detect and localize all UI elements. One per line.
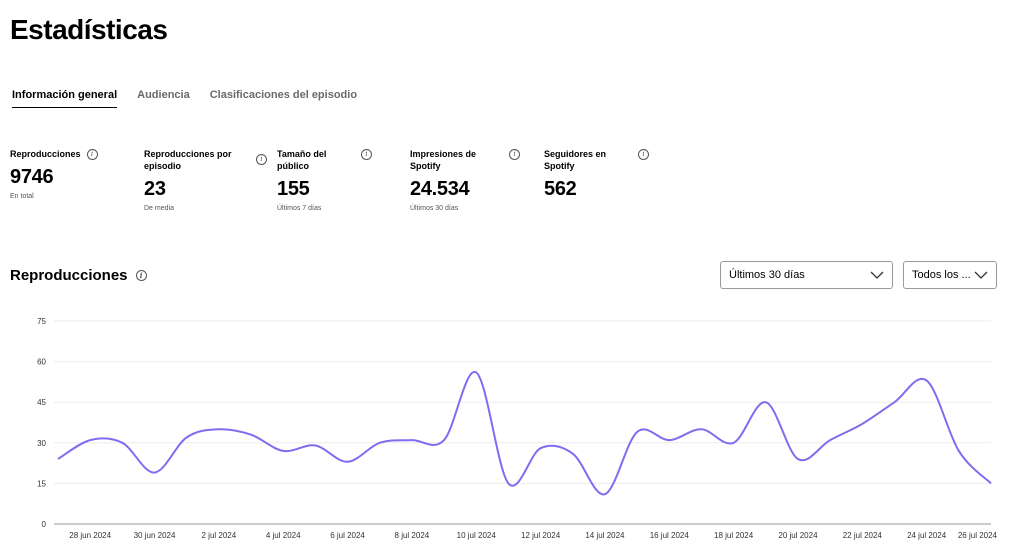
data-point[interactable] <box>764 400 768 404</box>
data-point[interactable] <box>892 400 896 404</box>
stat-reproducciones-por-episodio: Reproducciones por episodio i 23 De medi… <box>144 148 267 212</box>
data-point[interactable] <box>699 427 703 431</box>
data-point[interactable] <box>346 460 350 464</box>
stat-sub: En total <box>10 193 34 200</box>
data-point[interactable] <box>957 449 961 453</box>
tab-bar: Información general Audiencia Clasificac… <box>12 89 377 108</box>
x-tick-label: 22 jul 2024 <box>843 531 883 540</box>
x-tick-label: 10 jul 2024 <box>457 531 497 540</box>
stat-reproducciones: Reproducciones i 9746 En total <box>10 148 98 200</box>
series-line-reproducciones <box>57 371 992 496</box>
x-tick-label: 18 jul 2024 <box>714 531 754 540</box>
y-tick-label: 30 <box>37 439 46 448</box>
x-tick-label: 2 jul 2024 <box>202 531 237 540</box>
stat-sub: Últimos 7 días <box>277 205 322 212</box>
x-tick-label: 20 jul 2024 <box>778 531 818 540</box>
stat-sub: De media <box>144 205 174 212</box>
x-tick-label: 28 jun 2024 <box>69 531 111 540</box>
info-icon[interactable]: i <box>509 149 520 160</box>
data-point[interactable] <box>989 481 993 485</box>
data-point[interactable] <box>153 471 157 475</box>
stat-tamano-publico: Tamaño del público i 155 Últimos 7 días <box>277 148 372 212</box>
stat-label: Tamaño del público <box>277 149 327 171</box>
y-tick-label: 15 <box>37 479 46 488</box>
data-point[interactable] <box>860 422 864 426</box>
data-point[interactable] <box>506 481 510 485</box>
data-point[interactable] <box>313 444 317 448</box>
x-tick-label: 8 jul 2024 <box>395 531 430 540</box>
tab-clasificaciones-episodio[interactable]: Clasificaciones del episodio <box>209 89 358 101</box>
x-tick-label: 4 jul 2024 <box>266 531 301 540</box>
stat-label: Reproducciones por episodio <box>144 149 232 171</box>
stat-value: 562 <box>544 178 577 200</box>
info-icon[interactable]: i <box>638 149 649 160</box>
x-tick-label: 16 jul 2024 <box>650 531 690 540</box>
chevron-down-icon <box>974 271 988 279</box>
info-icon[interactable]: i <box>86 149 98 160</box>
stat-seguidores-spotify: Seguidores en Spotify i 562 <box>544 148 649 205</box>
x-tick-label: 24 jul 2024 <box>907 531 947 540</box>
data-point[interactable] <box>249 433 253 437</box>
data-point[interactable] <box>635 430 639 434</box>
data-point[interactable] <box>474 370 478 374</box>
data-point[interactable] <box>539 446 543 450</box>
data-point[interactable] <box>120 441 124 445</box>
period-select-value: Últimos 30 días <box>729 269 805 281</box>
data-point[interactable] <box>925 379 929 383</box>
data-point[interactable] <box>410 438 414 442</box>
tab-audiencia[interactable]: Audiencia <box>137 89 190 101</box>
data-point[interactable] <box>56 457 60 461</box>
data-point[interactable] <box>378 441 382 445</box>
x-tick-label: 14 jul 2024 <box>585 531 625 540</box>
section-title: Reproducciones i <box>10 267 147 284</box>
x-tick-label: 26 jul 2024 <box>958 531 998 540</box>
x-tick-label: 6 jul 2024 <box>330 531 365 540</box>
data-point[interactable] <box>732 441 736 445</box>
data-point[interactable] <box>828 438 832 442</box>
data-point[interactable] <box>796 457 800 461</box>
stat-impresiones-spotify: Impresiones de Spotify i 24.534 Últimos … <box>410 148 520 212</box>
page-title: Estadísticas <box>10 14 168 45</box>
x-tick-label: 12 jul 2024 <box>521 531 561 540</box>
y-tick-label: 0 <box>42 520 47 529</box>
stat-value: 24.534 <box>410 178 470 200</box>
data-point[interactable] <box>442 438 446 442</box>
reproducciones-line-chart: 0 15 30 45 60 75 28 jun 2024 30 jun 2024 2 jul 2… <box>37 317 998 540</box>
info-icon[interactable]: i <box>135 270 147 281</box>
chevron-down-icon <box>870 271 884 279</box>
stat-value: 155 <box>277 178 310 200</box>
stat-label: Seguidores en Spotify <box>544 149 607 171</box>
info-icon[interactable]: i <box>256 154 267 165</box>
y-tick-label: 75 <box>37 317 46 326</box>
stat-label: Reproducciones <box>10 149 81 159</box>
data-point[interactable] <box>217 427 221 431</box>
data-point[interactable] <box>603 492 607 496</box>
x-tick-label: 30 jun 2024 <box>134 531 176 540</box>
info-icon[interactable]: i <box>361 149 372 160</box>
data-point[interactable] <box>185 435 189 439</box>
data-point[interactable] <box>667 438 671 442</box>
episodes-select-value: Todos los ... <box>912 269 971 281</box>
episodes-select[interactable]: Todos los ... <box>903 261 997 289</box>
y-tick-label: 45 <box>37 398 46 407</box>
stat-label: Impresiones de Spotify <box>410 149 477 171</box>
stat-value: 9746 <box>10 166 54 188</box>
data-point[interactable] <box>571 452 575 456</box>
y-tick-label: 60 <box>37 358 46 367</box>
stat-value: 23 <box>144 178 166 200</box>
data-point[interactable] <box>88 438 92 442</box>
tab-informacion-general[interactable]: Información general <box>12 89 118 108</box>
data-point[interactable] <box>281 449 285 453</box>
stat-sub: Últimos 30 días <box>410 205 459 212</box>
period-select[interactable]: Últimos 30 días <box>720 261 893 289</box>
section-title-label: Reproducciones <box>10 267 128 284</box>
